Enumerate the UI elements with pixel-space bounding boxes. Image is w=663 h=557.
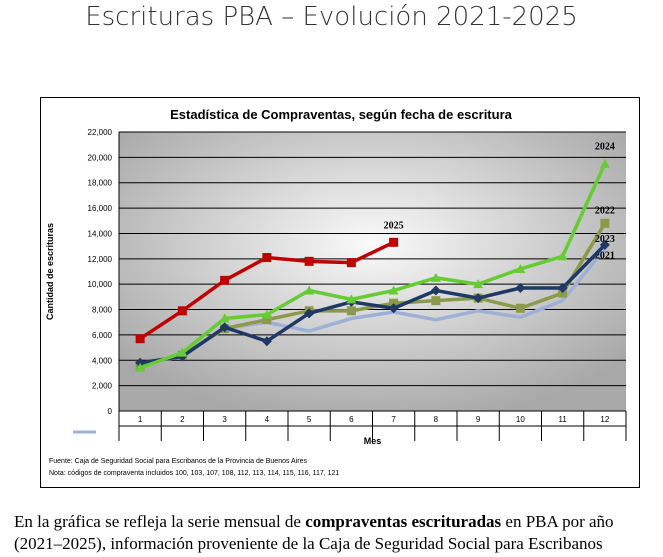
series-line-2023 xyxy=(139,243,607,365)
x-tick-label: 3 xyxy=(222,415,227,424)
marker-2023 xyxy=(219,322,230,333)
marker-2025 xyxy=(135,334,145,344)
plot-area xyxy=(119,132,626,411)
text: en PBA por año xyxy=(501,512,614,531)
x-tick-label: 8 xyxy=(434,415,439,424)
marker-2022 xyxy=(600,218,610,228)
marker-2024 xyxy=(430,272,441,282)
marker-2023 xyxy=(599,239,610,250)
series-label-2023: 2023 xyxy=(595,234,615,245)
source-note: Fuente: Caja de Seguridad Social para Es… xyxy=(49,458,307,465)
marker-2022 xyxy=(389,298,399,308)
codes-note: Nota: códigos de compraventa incluidos 1… xyxy=(49,470,339,477)
y-tick-label: 10,000 xyxy=(88,280,113,289)
x-tick-label: 9 xyxy=(476,415,481,424)
marker-2023 xyxy=(388,303,399,314)
marker-2023 xyxy=(261,336,272,347)
chart-svg: Estadística de Compraventas, según fecha… xyxy=(45,107,627,477)
bold-text: compraventas escrituradas xyxy=(305,512,502,531)
paragraph-line-1: En la gráfica se refleja la serie mensua… xyxy=(14,512,663,532)
marker-2023 xyxy=(557,282,568,293)
marker-2025 xyxy=(177,306,187,316)
y-tick-label: 18,000 xyxy=(88,179,113,188)
marker-2025 xyxy=(389,237,399,247)
marker-2023 xyxy=(304,308,315,319)
series-label-2025: 2025 xyxy=(384,220,404,231)
marker-2024 xyxy=(261,309,272,319)
series-label-2024: 2024 xyxy=(595,142,615,153)
y-axis-label: Cantidad de escrituras xyxy=(45,223,55,320)
marker-2023 xyxy=(473,293,484,304)
marker-2022 xyxy=(262,315,272,325)
marker-2024 xyxy=(219,313,230,323)
x-tick-label: 5 xyxy=(307,415,312,424)
x-tick-label: 12 xyxy=(600,415,609,424)
x-tick-label: 1 xyxy=(138,415,143,424)
x-tick-label: 10 xyxy=(516,415,525,424)
x-tick-label: 6 xyxy=(349,415,354,424)
marker-2023 xyxy=(430,285,441,296)
paragraph-line-2: (2021–2025), información proveniente de … xyxy=(14,534,603,553)
marker-2022 xyxy=(558,288,568,298)
marker-2023 xyxy=(515,282,526,293)
y-tick-label: 8,000 xyxy=(92,306,113,315)
marker-2024 xyxy=(177,347,188,357)
marker-2024 xyxy=(557,251,568,261)
y-tick-label: 20,000 xyxy=(88,153,113,162)
y-tick-label: 0 xyxy=(108,407,113,416)
y-tick-label: 16,000 xyxy=(88,204,113,213)
y-tick-label: 14,000 xyxy=(88,229,113,238)
chart: Estadística de Compraventas, según fecha… xyxy=(40,97,640,488)
marker-2024 xyxy=(515,263,526,273)
series-label-2022: 2022 xyxy=(595,205,615,216)
series-line-2024 xyxy=(139,162,607,370)
marker-2022 xyxy=(346,306,356,316)
marker-2025 xyxy=(262,253,272,263)
y-tick-label: 2,000 xyxy=(92,382,113,391)
marker-2025 xyxy=(220,275,230,285)
y-tick-label: 4,000 xyxy=(92,356,113,365)
y-tick-label: 12,000 xyxy=(88,255,113,264)
chart-title: Estadística de Compraventas, según fecha… xyxy=(170,107,513,122)
x-axis-label: Mes xyxy=(364,436,382,446)
x-tick-label: 4 xyxy=(265,415,270,424)
x-tick-label: 7 xyxy=(391,415,396,424)
x-tick-label: 2 xyxy=(180,415,185,424)
marker-2024 xyxy=(135,362,146,372)
marker-2024 xyxy=(599,158,610,168)
y-tick-label: 6,000 xyxy=(92,331,113,340)
marker-2022 xyxy=(431,296,441,306)
x-tick-label: 11 xyxy=(558,415,567,424)
marker-2024 xyxy=(388,285,399,295)
marker-2024 xyxy=(304,285,315,295)
marker-2025 xyxy=(346,258,356,268)
series-label-2021: 2021 xyxy=(595,251,615,262)
marker-2025 xyxy=(304,256,314,266)
y-tick-label: 22,000 xyxy=(88,128,113,137)
text: En la gráfica se refleja la serie mensua… xyxy=(14,512,306,531)
marker-2024 xyxy=(346,294,357,304)
page-title: Escrituras PBA – Evolución 2021-2025 xyxy=(85,2,578,32)
marker-2024 xyxy=(473,279,484,289)
marker-2022 xyxy=(515,303,525,313)
